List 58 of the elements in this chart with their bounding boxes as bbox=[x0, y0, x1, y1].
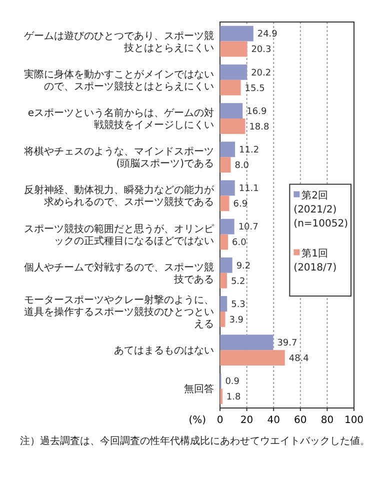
data-label: 18.8 bbox=[249, 122, 270, 132]
bar bbox=[220, 157, 231, 173]
bar bbox=[220, 234, 228, 250]
bar bbox=[220, 296, 228, 312]
y-tick-label: あてはまるものはない bbox=[114, 346, 214, 357]
x-tick-label: 20 bbox=[240, 415, 254, 426]
data-label: 39.7 bbox=[277, 338, 298, 349]
y-tick-label: 将棋やチェスのような、マインドスポーツ(頭脳スポーツ)である bbox=[23, 146, 214, 170]
data-label: 6.0 bbox=[232, 238, 247, 248]
data-label: 48.4 bbox=[288, 354, 310, 364]
data-label: 24.9 bbox=[257, 30, 278, 40]
x-tick-label: 80 bbox=[320, 415, 334, 426]
x-tick-label: 0 bbox=[216, 415, 224, 426]
x-tick-label: 60 bbox=[294, 415, 307, 426]
bar bbox=[220, 142, 236, 158]
legend-label: 第2回 (2021/2) (n=10052) bbox=[294, 189, 348, 230]
legend-label: 第1回 (2018/7) bbox=[294, 247, 337, 274]
y-tick-label: モータースポーツやクレー射撃のように、道具を操作するスポーツ競技のひとつといえる bbox=[24, 294, 214, 330]
y-tick-label: スポーツ競技の範囲だと思うが、オリンピックの正式種目になるほどではない bbox=[24, 222, 214, 247]
data-label: 8.0 bbox=[234, 160, 250, 171]
data-label: 20.3 bbox=[251, 45, 272, 56]
data-label: 16.9 bbox=[246, 106, 267, 117]
y-tick-label: eスポーツという名前からは、ゲームの対戦競技をイメージしにくい bbox=[28, 107, 214, 131]
y-tick-label: 実際に身体を動かすことがメインではないので、スポーツ競技とはとらえにくい bbox=[24, 68, 214, 92]
y-tick-label: 個人やチームで対戦するので、スポーツ競技である bbox=[24, 261, 214, 286]
y-tick-label: 無回答 bbox=[184, 383, 214, 396]
data-label: 15.5 bbox=[244, 84, 265, 94]
data-label: 3.9 bbox=[229, 315, 244, 326]
bar bbox=[220, 41, 248, 57]
bar bbox=[220, 64, 248, 80]
x-tick-label: 100 bbox=[344, 415, 364, 426]
data-label: 6.9 bbox=[233, 200, 248, 210]
x-axis-title: (%) bbox=[188, 415, 206, 426]
data-label: 11.1 bbox=[238, 184, 259, 194]
bar bbox=[220, 257, 232, 273]
data-label: 5.2 bbox=[230, 276, 246, 287]
bar bbox=[220, 26, 254, 42]
data-label: 9.2 bbox=[236, 261, 251, 272]
bar bbox=[220, 218, 234, 234]
y-tick-label: ゲームは遊びのひとつであり、スポーツ競技とはとらえにくい bbox=[24, 30, 214, 54]
bar bbox=[220, 272, 227, 288]
bar bbox=[220, 312, 226, 327]
bar bbox=[220, 118, 246, 134]
bar bbox=[220, 80, 241, 96]
data-label: 20.2 bbox=[251, 68, 272, 78]
y-tick-label: 反射神経、動体視力、瞬発力などの能力が求められるので、スポーツ競技である bbox=[24, 184, 215, 208]
bar bbox=[220, 103, 243, 118]
bar bbox=[220, 350, 285, 366]
data-label: 11.2 bbox=[239, 146, 260, 156]
bar bbox=[220, 196, 230, 212]
data-label: 10.7 bbox=[238, 222, 258, 233]
x-tick-label: 40 bbox=[267, 415, 280, 426]
data-label: 0.9 bbox=[225, 377, 240, 388]
bar bbox=[220, 334, 274, 350]
data-label: 5.3 bbox=[231, 300, 246, 310]
text: 注）過去調査は、今回調査の性年代構成比にあわせてウエイトバックした値。 bbox=[20, 435, 370, 447]
bar bbox=[220, 180, 235, 196]
data-label: 1.8 bbox=[226, 392, 241, 403]
